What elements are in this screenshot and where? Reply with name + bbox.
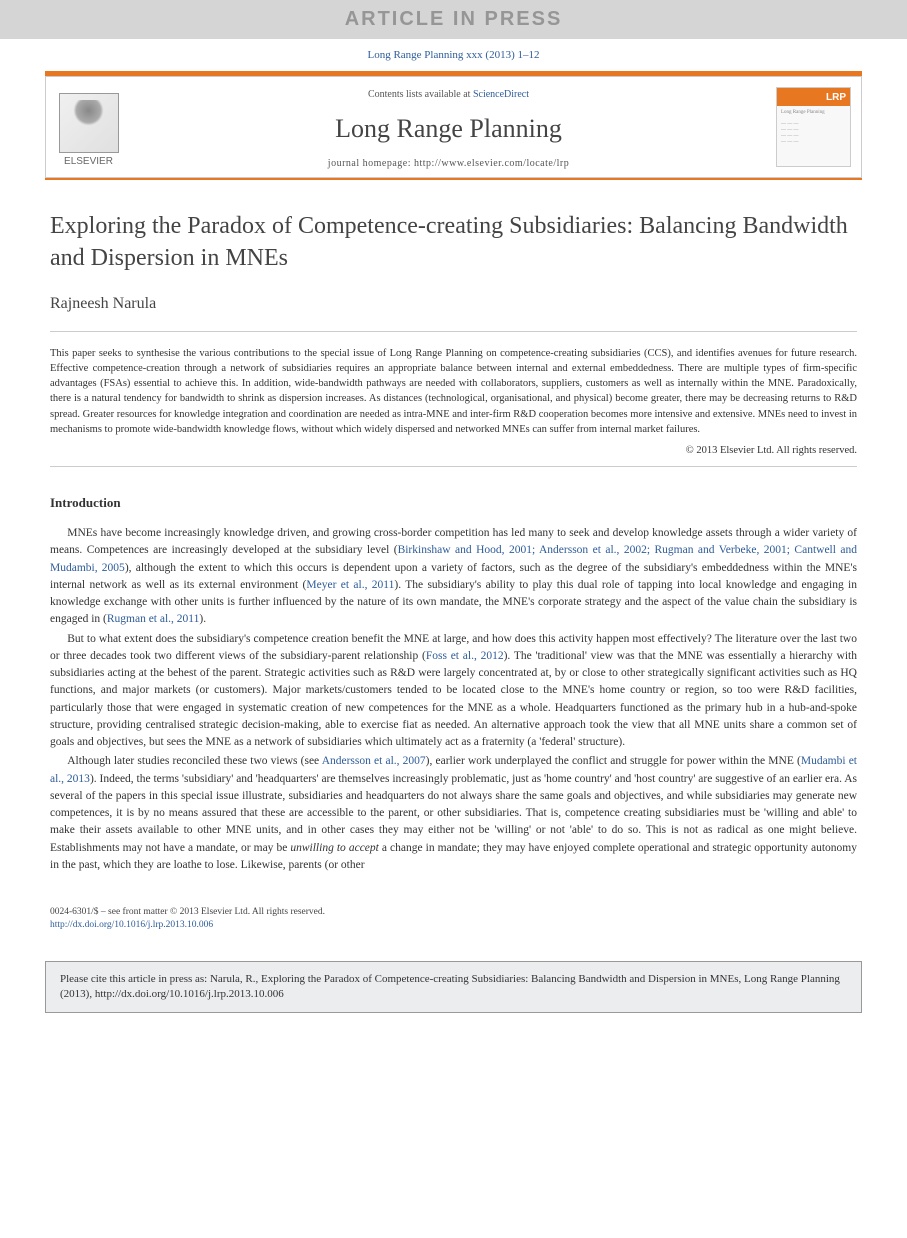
elsevier-logo: ELSEVIER <box>46 77 131 177</box>
citation-link[interactable]: Foss et al., 2012 <box>426 650 504 662</box>
sciencedirect-link[interactable]: ScienceDirect <box>473 89 529 100</box>
emphasis: unwilling to accept <box>290 842 379 854</box>
separator <box>50 466 857 467</box>
citation-link[interactable]: Andersson et al., 2007 <box>322 755 426 767</box>
citation-link[interactable]: Meyer et al., 2011 <box>306 579 394 591</box>
cover-body: Long Range Planning— — —— — —— — —— — — <box>777 106 850 150</box>
author-name: Rajneesh Narula <box>50 295 857 313</box>
doi-link[interactable]: http://dx.doi.org/10.1016/j.lrp.2013.10.… <box>50 919 857 932</box>
intro-para-1: MNEs have become increasingly knowledge … <box>50 525 857 629</box>
cover-top-bar: LRP <box>777 88 850 106</box>
copyright-line: © 2013 Elsevier Ltd. All rights reserved… <box>50 445 857 456</box>
journal-header: ELSEVIER Contents lists available at Sci… <box>45 76 862 178</box>
introduction-heading: Introduction <box>50 495 857 511</box>
elsevier-tree-icon <box>59 93 119 153</box>
footer-info: 0024-6301/$ – see front matter © 2013 El… <box>0 896 907 943</box>
article-title: Exploring the Paradox of Competence-crea… <box>50 210 857 275</box>
article-content: Exploring the Paradox of Competence-crea… <box>0 180 907 896</box>
elsevier-label: ELSEVIER <box>64 156 113 167</box>
intro-para-3: Although later studies reconciled these … <box>50 753 857 874</box>
journal-name: Long Range Planning <box>131 114 766 144</box>
journal-homepage-line: journal homepage: http://www.elsevier.co… <box>131 158 766 169</box>
please-cite-box: Please cite this article in press as: Na… <box>45 961 862 1014</box>
top-citation: Long Range Planning xxx (2013) 1–12 <box>0 39 907 71</box>
journal-cover-thumbnail: LRP Long Range Planning— — —— — —— — —— … <box>776 87 851 167</box>
banner-text: ARTICLE IN PRESS <box>345 8 563 30</box>
intro-para-2: But to what extent does the subsidiary's… <box>50 631 857 752</box>
issn-line: 0024-6301/$ – see front matter © 2013 El… <box>50 906 857 919</box>
journal-center: Contents lists available at ScienceDirec… <box>131 77 766 177</box>
contents-available-line: Contents lists available at ScienceDirec… <box>131 89 766 100</box>
homepage-url[interactable]: http://www.elsevier.com/locate/lrp <box>414 158 569 169</box>
article-in-press-banner: ARTICLE IN PRESS <box>0 0 907 39</box>
abstract-text: This paper seeks to synthesise the vario… <box>50 346 857 437</box>
citation-link[interactable]: Rugman et al., 2011 <box>107 613 200 625</box>
separator <box>50 331 857 332</box>
